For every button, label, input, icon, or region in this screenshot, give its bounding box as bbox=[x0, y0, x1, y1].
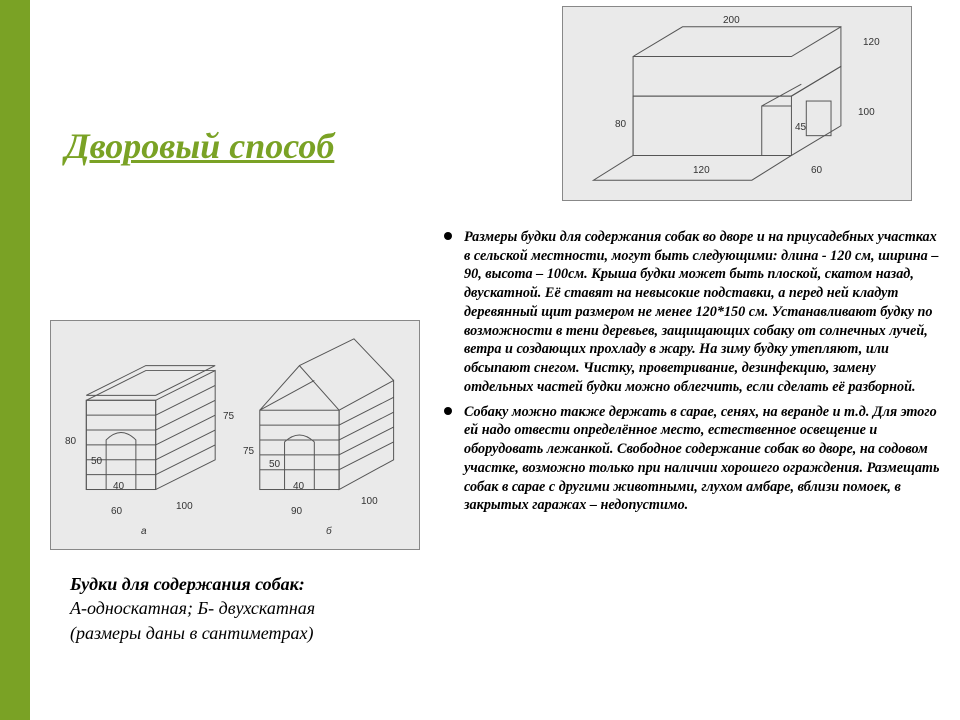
diagram-caption: Будки для содержания собак: А-односкатна… bbox=[70, 572, 430, 645]
b-40: 40 bbox=[293, 481, 304, 492]
dim-200: 200 bbox=[723, 15, 740, 26]
dim-120a: 120 bbox=[863, 37, 880, 48]
body-bullets: Размеры будки для содержания собак во дв… bbox=[440, 228, 940, 521]
a-75: 75 bbox=[223, 411, 234, 422]
b-90: 90 bbox=[291, 506, 302, 517]
caption-line3: (размеры даны в сантиметрах) bbox=[70, 623, 313, 643]
page-title: Дворовый способ bbox=[65, 126, 334, 166]
b-75: 75 bbox=[243, 446, 254, 457]
b-id: б bbox=[326, 526, 332, 537]
a-id: а bbox=[141, 526, 147, 537]
dim-60: 60 bbox=[811, 165, 822, 176]
dim-100: 100 bbox=[858, 107, 875, 118]
a-80: 80 bbox=[65, 436, 76, 447]
diagram-kennel-open: 200 120 100 80 60 45 120 bbox=[562, 6, 912, 201]
bullet-2: Собаку можно также держать в сарае, сеня… bbox=[440, 403, 940, 515]
dim-45: 45 bbox=[795, 122, 806, 133]
caption-title: Будки для содержания собак: bbox=[70, 574, 305, 594]
b-100: 100 bbox=[361, 496, 378, 507]
caption-line2: А-односкатная; Б- двухскатная bbox=[70, 598, 315, 618]
a-100: 100 bbox=[176, 501, 193, 512]
diagram-doghouses: 60 100 80 75 40 50 а 90 100 75 40 50 б bbox=[50, 320, 420, 550]
dim-80: 80 bbox=[615, 119, 626, 130]
a-50: 50 bbox=[91, 456, 102, 467]
kennel-open-svg bbox=[563, 7, 911, 200]
doghouses-svg bbox=[51, 321, 419, 549]
bullet-1: Размеры будки для содержания собак во дв… bbox=[440, 228, 940, 397]
b-50: 50 bbox=[269, 459, 280, 470]
accent-sidebar bbox=[0, 0, 30, 720]
dim-120b: 120 bbox=[693, 165, 710, 176]
title-area: Дворовый способ bbox=[65, 125, 334, 167]
a-40: 40 bbox=[113, 481, 124, 492]
a-60: 60 bbox=[111, 506, 122, 517]
